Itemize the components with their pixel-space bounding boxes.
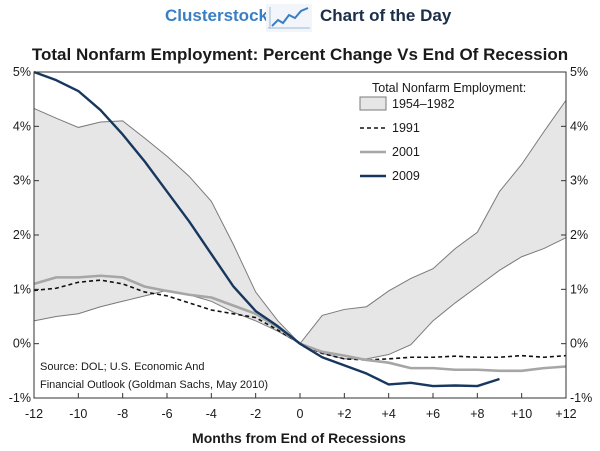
y-tick-label-right: 1% — [570, 282, 588, 296]
legend-item-1954-1982: 1954–1982 — [359, 96, 455, 111]
y-tick-label-left: 2% — [13, 228, 31, 242]
y-tick-label-left: 3% — [13, 174, 31, 188]
y-tick-label-right: 5% — [570, 65, 588, 79]
x-axis-label: Months from End of Recessions — [192, 430, 406, 446]
legend-item-2009: 2009 — [360, 169, 420, 183]
y-tick-label-right: 0% — [570, 337, 588, 351]
legend-label: 1991 — [392, 121, 420, 135]
x-tick-label: +6 — [426, 407, 440, 421]
chart-title: Total Nonfarm Employment: Percent Change… — [32, 45, 568, 64]
chart-of-the-day-label: Chart of the Day — [320, 6, 452, 25]
legend-item-1991: 1991 — [360, 121, 420, 135]
source-line-2: Financial Outlook (Goldman Sachs, May 20… — [40, 379, 268, 391]
y-tick-label-right: 4% — [570, 119, 588, 133]
y-tick-label-right: -1% — [570, 391, 592, 405]
y-tick-label-right: 3% — [570, 174, 588, 188]
y-tick-label-left: -1% — [9, 391, 31, 405]
x-tick-label: -12 — [25, 407, 43, 421]
legend-swatch-band — [359, 96, 387, 111]
y-tick-label-right: 2% — [570, 228, 588, 242]
source-note: Source: DOL; U.S. Economic And Financial… — [40, 361, 268, 391]
brand-name[interactable]: Clusterstock — [165, 6, 268, 25]
x-tick-label: +8 — [470, 407, 484, 421]
band-1954-1982-area — [34, 100, 566, 359]
x-tick-label: -6 — [161, 407, 172, 421]
x-tick-label: +10 — [511, 407, 532, 421]
employment-chart: Total Nonfarm Employment: Percent Change… — [9, 45, 592, 446]
x-tick-label: -4 — [206, 407, 217, 421]
x-tick-label: -10 — [69, 407, 87, 421]
x-tick-label: -2 — [250, 407, 261, 421]
y-tick-label-left: 4% — [13, 119, 31, 133]
rising-line-chart-icon — [266, 4, 312, 32]
legend-label: 2001 — [392, 145, 420, 159]
x-tick-label: -8 — [117, 407, 128, 421]
legend-label: 2009 — [392, 169, 420, 183]
x-tick-label: +4 — [382, 407, 396, 421]
chart-of-the-day-header: Clusterstock Chart of the Day — [0, 0, 600, 36]
legend-label: 1954–1982 — [392, 97, 455, 111]
y-tick-label-left: 5% — [13, 65, 31, 79]
x-tick-label: +12 — [555, 407, 576, 421]
legend-item-2001: 2001 — [360, 145, 420, 159]
legend: Total Nonfarm Employment: 1954–1982 1991 2… — [359, 81, 526, 183]
source-line-1: Source: DOL; U.S. Economic And — [40, 361, 204, 373]
y-tick-label-left: 1% — [13, 282, 31, 296]
legend-title: Total Nonfarm Employment: — [372, 81, 526, 95]
series-2009-line — [33, 70, 500, 388]
x-tick-label: +2 — [337, 407, 351, 421]
x-tick-label: 0 — [297, 407, 304, 421]
y-tick-label-left: 0% — [13, 337, 31, 351]
